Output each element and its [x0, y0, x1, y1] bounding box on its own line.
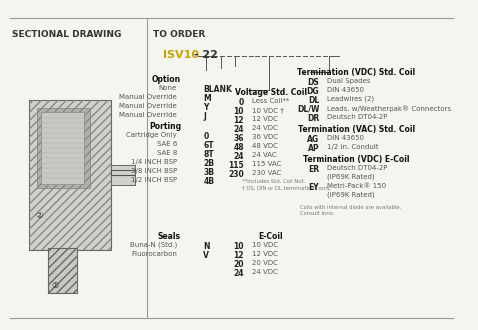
- Text: - 22: - 22: [190, 50, 217, 60]
- Text: N: N: [203, 242, 210, 251]
- Text: 115 VAC: 115 VAC: [251, 161, 281, 167]
- Text: V: V: [203, 251, 209, 260]
- Text: Termination (VDC) Std. Coil: Termination (VDC) Std. Coil: [297, 68, 415, 77]
- Text: † DS, DIN or DL terminations only.: † DS, DIN or DL terminations only.: [242, 186, 331, 191]
- Text: SAE 8: SAE 8: [157, 150, 177, 156]
- Text: DR: DR: [307, 114, 319, 123]
- Text: Dual Spades: Dual Spades: [327, 78, 370, 84]
- Text: SAE 6: SAE 6: [157, 141, 177, 147]
- Text: 8T: 8T: [203, 150, 214, 159]
- Text: 4B: 4B: [203, 177, 214, 186]
- Text: Option: Option: [152, 75, 181, 84]
- Text: 24 VAC: 24 VAC: [251, 152, 276, 158]
- Text: Termination (VDC) E-Coil: Termination (VDC) E-Coil: [303, 155, 409, 164]
- FancyBboxPatch shape: [48, 248, 77, 293]
- Text: DL/W: DL/W: [297, 105, 319, 114]
- Text: 24 VDC: 24 VDC: [251, 269, 277, 275]
- Text: Voltage Std. Coil: Voltage Std. Coil: [235, 88, 307, 97]
- Text: 24: 24: [233, 125, 244, 134]
- Text: 10 VDC: 10 VDC: [251, 242, 278, 248]
- Text: 10 VDC †: 10 VDC †: [251, 107, 283, 113]
- Text: Manual Override: Manual Override: [120, 103, 177, 109]
- Text: AP: AP: [308, 144, 319, 153]
- Text: 12 VDC: 12 VDC: [251, 116, 277, 122]
- Text: Porting: Porting: [149, 122, 181, 131]
- FancyBboxPatch shape: [111, 165, 135, 185]
- Text: Seals: Seals: [158, 232, 181, 241]
- FancyBboxPatch shape: [41, 112, 84, 184]
- Text: 20 VDC: 20 VDC: [251, 260, 277, 266]
- Text: Leadwires (2): Leadwires (2): [327, 96, 374, 103]
- Text: DIN 43650: DIN 43650: [327, 135, 364, 141]
- Text: 24: 24: [233, 152, 244, 161]
- Text: 20: 20: [233, 260, 244, 269]
- Text: Fluorocarbon: Fluorocarbon: [131, 251, 177, 257]
- Text: 1/2 in. Conduit: 1/2 in. Conduit: [327, 144, 379, 150]
- Text: ②: ②: [35, 211, 43, 220]
- Text: Metri-Pack® 150: Metri-Pack® 150: [327, 183, 386, 189]
- Text: Buna-N (Std.): Buna-N (Std.): [130, 242, 177, 248]
- Text: Manual Override: Manual Override: [120, 94, 177, 100]
- Text: 1/4 INCH BSP: 1/4 INCH BSP: [131, 159, 177, 165]
- Text: 2B: 2B: [203, 159, 214, 168]
- Text: 48 VDC: 48 VDC: [251, 143, 277, 149]
- Text: ER: ER: [308, 165, 319, 174]
- Text: Termination (VAC) Std. Coil: Termination (VAC) Std. Coil: [297, 125, 414, 134]
- Text: 6T: 6T: [203, 141, 214, 150]
- Text: 12: 12: [233, 116, 244, 125]
- Text: 115: 115: [228, 161, 244, 170]
- Text: 48: 48: [233, 143, 244, 152]
- Text: 10: 10: [233, 107, 244, 116]
- FancyBboxPatch shape: [37, 108, 90, 188]
- Text: M: M: [203, 94, 211, 103]
- Text: Less Coil**: Less Coil**: [251, 98, 289, 104]
- Text: 0: 0: [239, 98, 244, 107]
- Text: EY: EY: [309, 183, 319, 192]
- Text: 12 VDC: 12 VDC: [251, 251, 277, 257]
- Text: AG: AG: [307, 135, 319, 144]
- Text: None: None: [159, 85, 177, 91]
- Text: 36 VDC: 36 VDC: [251, 134, 278, 140]
- Text: ISV10: ISV10: [163, 50, 198, 60]
- Text: DS: DS: [307, 78, 319, 87]
- Text: 10: 10: [233, 242, 244, 251]
- Text: 24: 24: [233, 269, 244, 278]
- Text: TO ORDER: TO ORDER: [153, 30, 205, 39]
- Text: 24 VDC: 24 VDC: [251, 125, 277, 131]
- Text: Y: Y: [203, 103, 208, 112]
- Text: SECTIONAL DRAWING: SECTIONAL DRAWING: [11, 30, 121, 39]
- Text: DL: DL: [308, 96, 319, 105]
- Text: 0: 0: [203, 132, 208, 141]
- Text: Coils with internal diode are available.
Consult Inno.: Coils with internal diode are available.…: [300, 205, 401, 216]
- Text: 12: 12: [233, 251, 244, 260]
- Text: (IP69K Rated): (IP69K Rated): [327, 192, 375, 199]
- Text: Leads. w/Weatherpak® Connectors: Leads. w/Weatherpak® Connectors: [327, 105, 451, 112]
- Text: Deutsch DT04-2P: Deutsch DT04-2P: [327, 165, 387, 171]
- Text: J: J: [203, 112, 206, 121]
- Text: Manual Override: Manual Override: [120, 112, 177, 118]
- Text: 230 VAC: 230 VAC: [251, 170, 281, 176]
- Text: 3B: 3B: [203, 168, 214, 177]
- Text: DIN 43650: DIN 43650: [327, 87, 364, 93]
- Text: 230: 230: [228, 170, 244, 179]
- Text: BLANK: BLANK: [203, 85, 232, 94]
- Text: 3/8 INCH BSP: 3/8 INCH BSP: [131, 168, 177, 174]
- Text: 1/2 INCH BSP: 1/2 INCH BSP: [131, 177, 177, 183]
- Text: Cartridge Only: Cartridge Only: [126, 132, 177, 138]
- Text: ①: ①: [52, 281, 59, 290]
- Text: (IP69K Rated): (IP69K Rated): [327, 174, 375, 181]
- Text: **Includes Std. Coil Nut.: **Includes Std. Coil Nut.: [242, 179, 305, 184]
- Text: DG: DG: [307, 87, 319, 96]
- FancyBboxPatch shape: [29, 100, 111, 250]
- Text: 36: 36: [233, 134, 244, 143]
- Text: Deutsch DT04-2P: Deutsch DT04-2P: [327, 114, 387, 120]
- Text: E-Coil: E-Coil: [259, 232, 283, 241]
